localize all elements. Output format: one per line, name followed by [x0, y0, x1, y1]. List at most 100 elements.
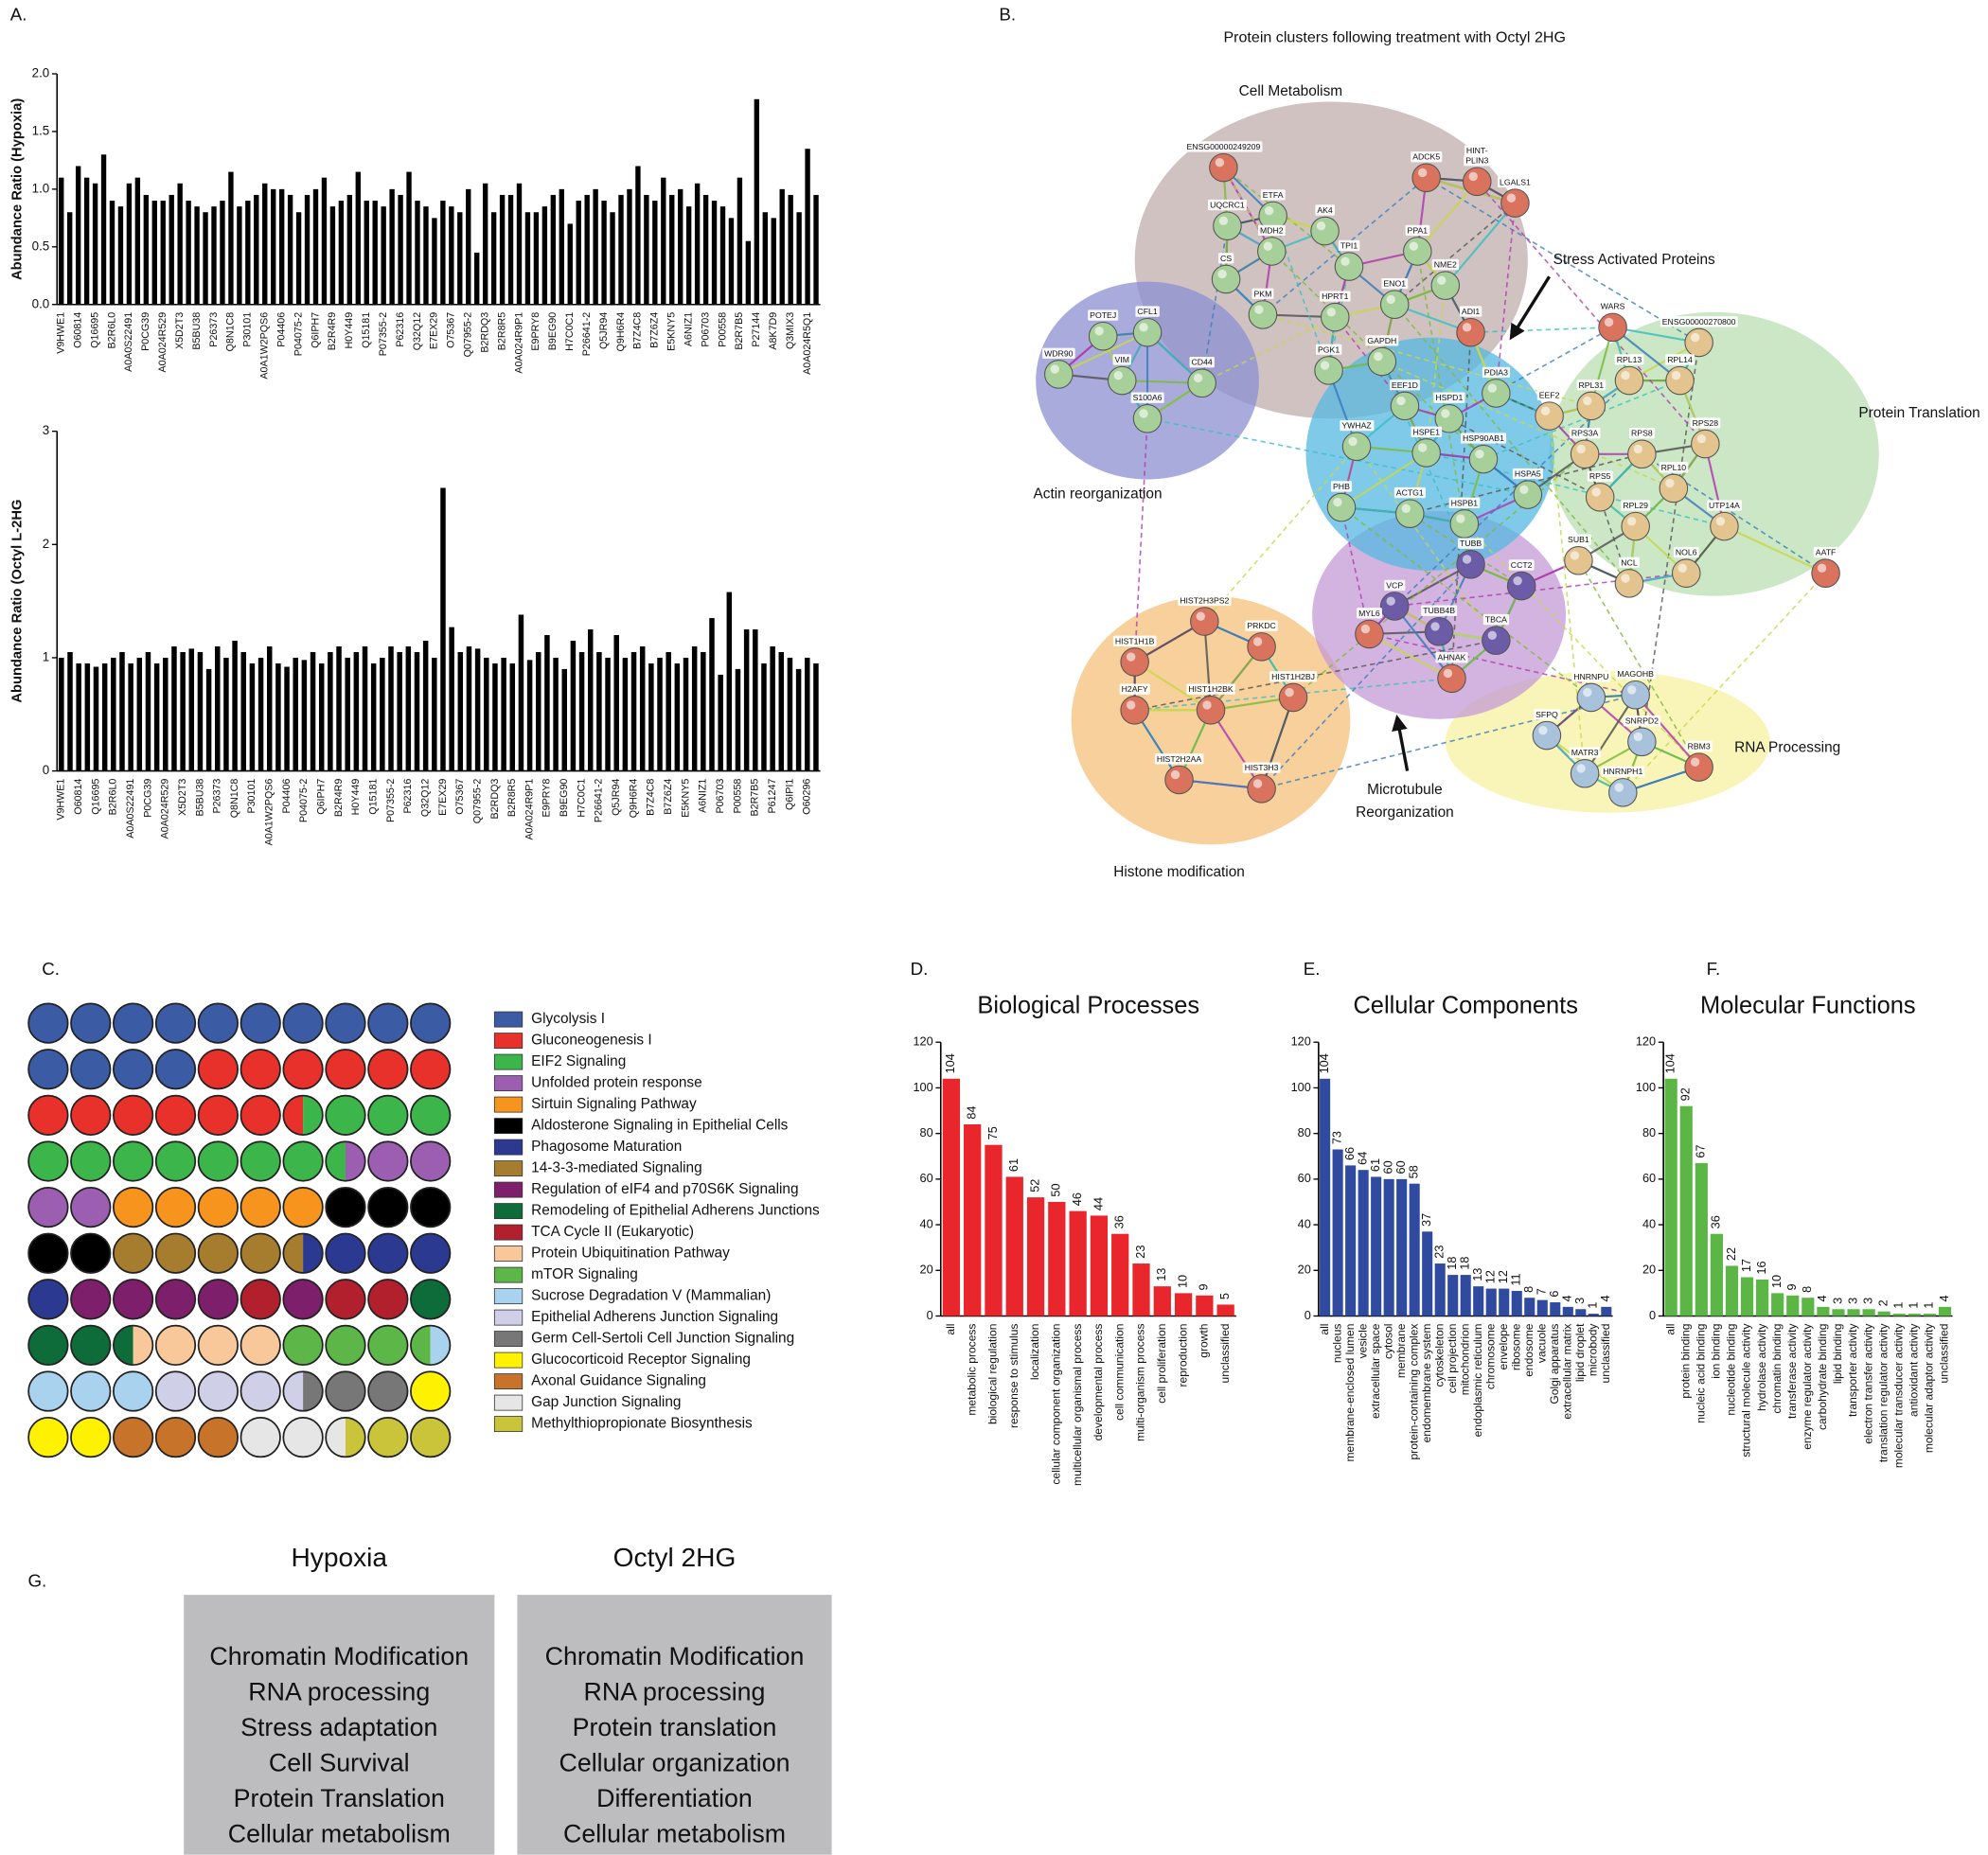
network-edge — [1416, 181, 1479, 253]
bar — [1345, 1165, 1357, 1316]
bar — [440, 201, 446, 305]
network-node — [1456, 317, 1485, 347]
legend-swatch — [493, 1139, 524, 1156]
node-label-bg — [1464, 145, 1490, 156]
pathway-circle — [367, 1279, 409, 1320]
bar — [507, 194, 514, 305]
pathway-circle-half — [345, 1141, 365, 1181]
node-highlight — [1386, 596, 1395, 606]
pathway-circle-half — [303, 1371, 323, 1411]
data-label: 9 — [1197, 1283, 1211, 1290]
node-highlight — [1443, 668, 1453, 679]
y-tick-label: 3 — [43, 423, 49, 437]
network-edge — [1340, 506, 1592, 698]
node-label: ETFA — [1263, 190, 1284, 200]
bar — [1383, 1178, 1394, 1316]
bar — [1550, 1302, 1561, 1316]
network-edge — [1210, 709, 1263, 789]
network-node — [1608, 778, 1638, 807]
bar — [661, 177, 666, 305]
bar — [1460, 1275, 1471, 1316]
node-label-bg — [1566, 534, 1591, 545]
network-edge — [1393, 563, 1472, 608]
x-tick-label: A6NIZ1 — [698, 779, 709, 813]
bar — [406, 171, 412, 305]
pathway-circle — [410, 1186, 452, 1228]
node-highlight — [1576, 764, 1586, 773]
bar — [576, 201, 581, 305]
network-node — [1326, 492, 1357, 522]
x-tick-label: response to stimulus — [1007, 1324, 1021, 1428]
bar — [544, 635, 550, 771]
x-tick-label: A6NIZ1 — [683, 312, 694, 346]
network-edge — [1622, 573, 1827, 793]
node-label-bg — [1218, 253, 1234, 264]
node-label-bg — [1508, 559, 1535, 571]
network-node — [1190, 607, 1219, 636]
node-label-bg — [1381, 277, 1409, 290]
data-label: 8 — [1800, 1286, 1814, 1293]
node-label-bg — [1405, 224, 1430, 237]
bar — [232, 641, 238, 771]
legend-label: Germ Cell-Sertoli Cell Junction Signalin… — [531, 1331, 794, 1347]
network-node — [1314, 356, 1343, 385]
x-tick-label: A0A0S22491 — [123, 312, 134, 372]
data-label: 64 — [1355, 1152, 1369, 1165]
bar — [761, 662, 767, 771]
bar — [388, 645, 394, 771]
network-node — [1437, 663, 1466, 694]
node-highlight — [1626, 685, 1637, 695]
bar — [1679, 1105, 1693, 1316]
node-label-bg — [1130, 392, 1164, 403]
x-tick-label: B2R8R5 — [506, 779, 518, 818]
bar — [788, 194, 793, 305]
pathway-circle — [282, 1002, 324, 1044]
bar — [1447, 1275, 1459, 1316]
y-tick-label: 40 — [1642, 1216, 1656, 1230]
x-tick-label: Q16695 — [89, 312, 100, 348]
bar — [1892, 1314, 1906, 1316]
network-edge — [1146, 417, 1528, 496]
bar — [432, 218, 437, 305]
x-tick-label: B5BU38 — [194, 779, 205, 817]
node-highlight — [1316, 221, 1326, 231]
pathway-circle — [70, 1324, 112, 1367]
bar — [160, 201, 166, 305]
pathway-circle — [70, 1094, 112, 1136]
bar — [381, 206, 386, 305]
pathway-circle-half — [133, 1325, 153, 1366]
bar — [711, 201, 718, 305]
bar — [163, 657, 169, 771]
x-tick-label: Q6IPI1 — [784, 779, 795, 810]
bar — [735, 668, 741, 771]
bar — [1832, 1309, 1845, 1316]
legend-swatch — [493, 1075, 524, 1092]
node-label-bg — [1534, 709, 1561, 720]
node-label-bg — [1269, 671, 1318, 682]
pathway-circle — [112, 1370, 154, 1412]
bar — [336, 645, 342, 771]
data-label: 37 — [1419, 1213, 1433, 1227]
bar — [415, 201, 420, 305]
x-tick-label: all — [944, 1324, 957, 1335]
bar — [1562, 1306, 1573, 1316]
node-label: ENO1 — [1383, 279, 1406, 289]
x-tick-label: B2R8R5 — [496, 312, 507, 351]
bar — [1371, 1176, 1382, 1316]
x-tick-label: cellular component organization — [1050, 1324, 1063, 1485]
network-node — [1811, 558, 1840, 588]
pathway-circle — [325, 1370, 366, 1412]
pathway-circle-outline — [325, 1140, 366, 1182]
cluster-label: Actin reorganization — [1034, 486, 1163, 503]
network-edge — [1203, 621, 1213, 711]
bar — [1756, 1279, 1769, 1316]
bar — [805, 149, 810, 305]
node-label: ADCK5 — [1412, 152, 1440, 162]
data-label: 75 — [985, 1126, 1000, 1140]
x-tick-label: endomembrane system — [1420, 1324, 1433, 1443]
x-tick-label: nucleus — [1330, 1324, 1343, 1364]
pathway-circle — [27, 1232, 69, 1274]
panel-label: D. — [911, 959, 929, 979]
bar — [84, 662, 91, 771]
